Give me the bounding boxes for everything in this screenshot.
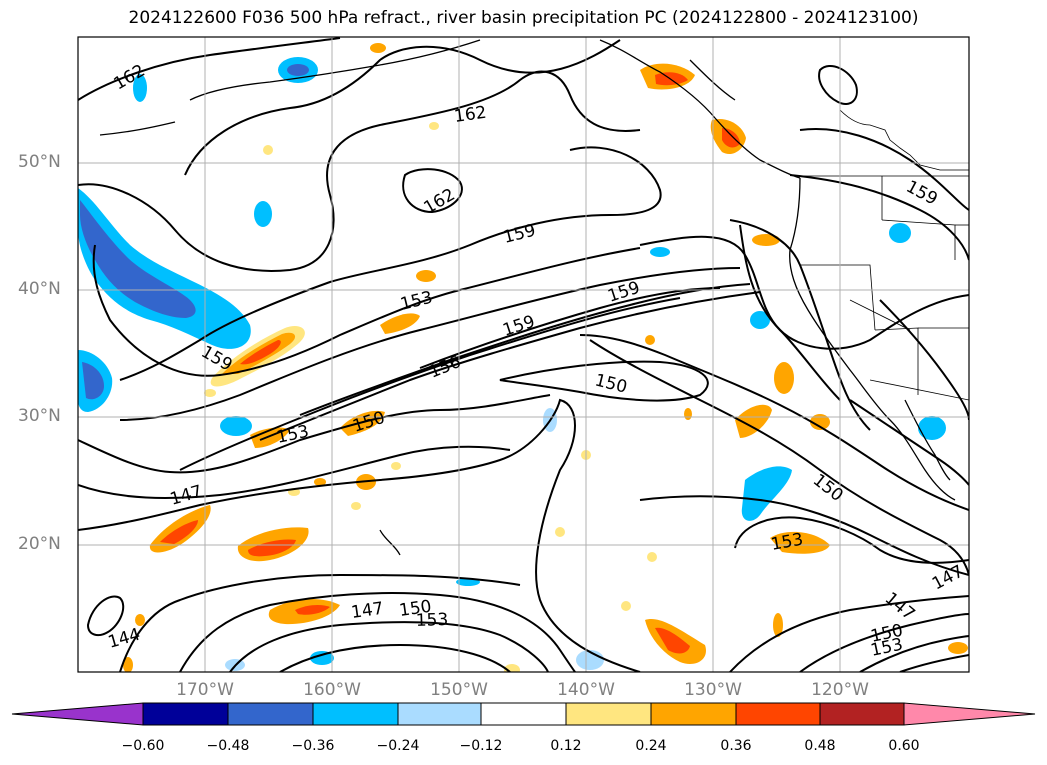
contour-label: 159 [501, 221, 537, 248]
borders [798, 109, 969, 401]
colorbar-swatch [480, 702, 567, 726]
colorbar-swatch [735, 702, 821, 726]
latitude-label: 40°N [18, 279, 61, 299]
latitude-label: 20°N [18, 534, 61, 554]
colorbar-tick-label: −0.36 [291, 738, 335, 754]
colorbar-tick-label: −0.60 [121, 738, 165, 754]
colorbar-tick-label: −0.24 [376, 738, 420, 754]
contour-label: 150 [350, 408, 387, 437]
colorbar-tick-label: 0.60 [888, 738, 920, 754]
colorbar-tick-label: 0.48 [804, 738, 836, 754]
colorbar-swatch [819, 702, 905, 726]
colorbar-tick-label: 0.24 [635, 738, 667, 754]
gridlines [78, 37, 969, 672]
colorbar-swatch [650, 702, 737, 726]
contour-label: 150 [593, 370, 629, 397]
longitude-label: 150°W [430, 680, 488, 700]
colorbar-extend-high [903, 702, 1036, 726]
contour-label: 153 [415, 610, 448, 631]
negative-precip-shading [78, 57, 946, 671]
colorbar-swatch [312, 702, 399, 726]
contour-label: 153 [398, 288, 434, 315]
longitude-label: 140°W [557, 680, 615, 700]
colorbar-swatch [142, 702, 229, 726]
colorbar-tick-label: 0.12 [550, 738, 582, 754]
contour-label: 147 [350, 599, 385, 623]
colorbar-swatch [397, 702, 482, 726]
map-plot-area: 162 162 162 159 159 159 159 159 156 153 … [78, 37, 969, 672]
plot-frame [77, 36, 970, 673]
colorbar [11, 702, 1036, 726]
longitude-label: 120°W [811, 680, 869, 700]
colorbar-tick-label: −0.12 [459, 738, 503, 754]
colorbar-tick-label: −0.48 [206, 738, 250, 754]
colorbar-tick-label: 0.36 [720, 738, 752, 754]
longitude-label: 160°W [303, 680, 361, 700]
coastlines [99, 39, 956, 556]
contour-label: 150 [809, 470, 847, 506]
contour-label: 156 [426, 352, 464, 383]
contour-label: 147 [881, 589, 919, 625]
contour-label: 150 [398, 597, 433, 621]
colorbar-swatch [227, 702, 314, 726]
latitude-label: 50°N [18, 152, 61, 172]
longitude-label: 130°W [684, 680, 742, 700]
colorbar-swatch [565, 702, 652, 726]
positive-precip-shading [123, 43, 968, 672]
map-title: 2024122600 F036 500 hPa refract., river … [128, 8, 919, 28]
contour-label: 147 [929, 562, 967, 595]
colorbar-extend-low [11, 702, 144, 726]
longitude-label: 170°W [176, 680, 234, 700]
contour-label: 162 [453, 103, 488, 127]
contour-label: 162 [421, 185, 459, 219]
latitude-label: 30°N [18, 406, 61, 426]
